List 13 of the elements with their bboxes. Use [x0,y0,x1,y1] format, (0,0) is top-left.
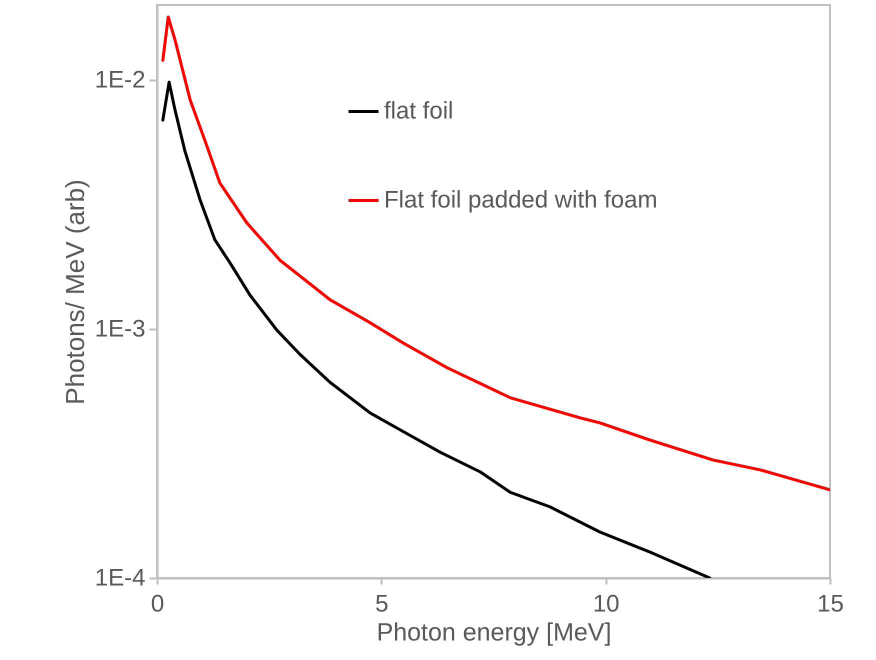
y-tick-label: 1E-2 [94,66,146,94]
line-series [161,15,830,492]
y-axis-title: Photons/ MeV (arb) [60,179,90,405]
x-tick-label: 0 [150,590,164,618]
x-tick-label: 10 [592,590,620,618]
y-tick-label: 1E-4 [94,564,146,592]
x-axis-title: Photon energy [MeV] [376,618,612,646]
y-tick-label: 1E-3 [94,315,146,342]
x-tick-label: 5 [375,590,389,618]
legend-label: flat foil [384,98,454,124]
legend-label: Flat foil padded with foam [384,186,658,214]
line-series [161,80,712,578]
x-tick-label: 15 [817,590,844,618]
